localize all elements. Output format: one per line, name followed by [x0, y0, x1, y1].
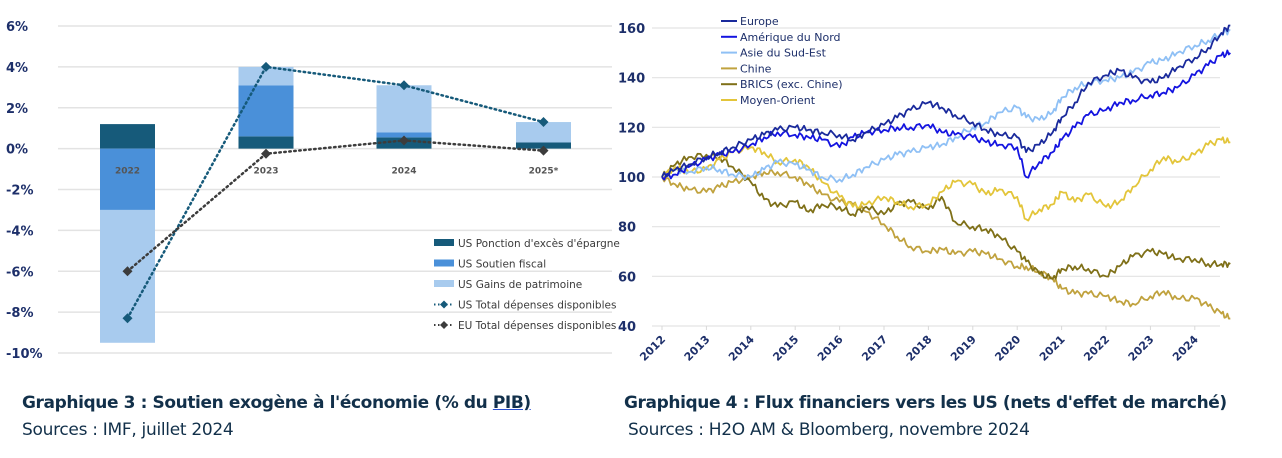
x-tick-label: 2018: [904, 333, 935, 364]
chart-soutien-exogene: 6%4%2%0%-2%-4%-6%-8%-10% 2022 2023 2024 202…: [6, 20, 620, 362]
series-line: [661, 136, 1231, 222]
chart4-source: Sources : H2O AM & Bloomberg, novembre 2…: [628, 420, 1030, 440]
bar-segment: [238, 66, 294, 86]
x-tick-label: 2015: [770, 333, 801, 364]
series-lines: [661, 24, 1231, 320]
bar-segment: [100, 148, 155, 210]
y-tick-label: 60: [618, 270, 636, 285]
x-tick-label: 2019: [948, 333, 979, 364]
y-axis-ticks: 6% 4% 2% 0% -2% -4% -6% -8% -10%: [6, 20, 43, 362]
y-tick-label: 80: [618, 221, 636, 236]
x-tick-label: 2016: [815, 333, 846, 364]
legend-marker: [440, 321, 448, 329]
y-tick-label: 140: [618, 72, 645, 87]
bar-segment: [516, 142, 571, 149]
grid-lines: [652, 27, 1220, 327]
diamond-marker: [399, 80, 409, 91]
bar-segment: [238, 136, 294, 149]
x-axis-label: 2024: [391, 167, 416, 177]
x-tick-label: 2024: [1170, 333, 1201, 364]
diamond-marker: [538, 145, 549, 156]
x-axis-label: 2025*: [529, 167, 559, 177]
y-tick-label: 40: [618, 320, 636, 335]
legend-swatch: [434, 259, 454, 267]
legend: Europe Amérique du Nord Asie du Sud-Est Chi…: [721, 15, 843, 107]
x-axis-label: 2023: [253, 167, 278, 177]
total-lines: [122, 61, 549, 324]
y-axis-ticks: 160 140 120 100 80 60 40: [618, 22, 645, 335]
legend-swatch: [434, 239, 454, 246]
legend-swatch: [434, 280, 454, 287]
diamond-marker: [261, 61, 271, 72]
y-tick-label: -4%: [6, 224, 33, 239]
series-line: [126, 65, 545, 320]
y-tick-label: 160: [618, 22, 645, 37]
bar-segment: [376, 85, 432, 133]
chart4-title: Graphique 4 : Flux financiers vers les U…: [624, 393, 1227, 413]
x-tick-label: 2020: [992, 333, 1023, 364]
series-line: [661, 24, 1231, 178]
y-tick-label: 4%: [6, 61, 28, 76]
y-tick-label: -10%: [6, 347, 43, 362]
x-tick-label: 2022: [1081, 333, 1112, 364]
legend-label: BRICS (exc. Chine): [740, 78, 843, 91]
diamond-marker: [122, 266, 133, 277]
y-tick-label: 0%: [6, 143, 28, 158]
y-tick-label: 120: [618, 121, 645, 136]
legend-marker: [440, 300, 448, 309]
bar-segment: [238, 85, 294, 137]
legend-label: Moyen-Orient: [740, 94, 816, 107]
legend-label: US Soutien fiscal: [458, 259, 546, 271]
chart3-title: Graphique 3 : Soutien exogène à l'économ…: [22, 393, 531, 413]
x-tick-label: 2013: [682, 333, 713, 364]
legend-label: US Gains de patrimoine: [458, 279, 582, 291]
diamond-marker: [399, 135, 409, 146]
series-line: [661, 28, 1231, 184]
x-axis-ticks: 2012 2013 2014 2015 2016 2017 2018 2019 2020 2021…: [637, 326, 1201, 364]
y-tick-label: -8%: [6, 306, 33, 321]
y-tick-label: 2%: [6, 102, 28, 117]
legend-label: Amérique du Nord: [740, 31, 841, 44]
series-line: [661, 151, 1231, 280]
x-axis-label: 2022: [115, 167, 140, 177]
bar-segment: [100, 124, 155, 149]
x-tick-label: 2012: [637, 333, 668, 364]
x-tick-label: 2014: [726, 333, 757, 364]
legend-label: US Total dépenses disponibles: [458, 300, 616, 312]
legend: US Ponction d'excès d'épargne US Soutien …: [434, 238, 620, 332]
legend-label: Europe: [740, 15, 779, 28]
series-line: [661, 168, 1231, 320]
legend-label: Chine: [740, 62, 772, 75]
chart3-source: Sources : IMF, juillet 2024: [22, 420, 234, 440]
diamond-marker: [261, 148, 271, 159]
x-tick-label: 2023: [1126, 333, 1157, 364]
x-axis-labels: 2022 2023 2024 2025*: [115, 167, 559, 177]
y-tick-label: 6%: [6, 20, 28, 35]
y-tick-label: -6%: [6, 265, 33, 280]
y-tick-label: -2%: [6, 184, 33, 199]
x-tick-label: 2021: [1037, 333, 1068, 364]
legend-label: US Ponction d'excès d'épargne: [458, 238, 620, 250]
bar-segment: [516, 122, 571, 143]
diamond-marker: [538, 117, 549, 128]
x-tick-label: 2017: [859, 333, 890, 364]
bar-segment: [376, 132, 432, 138]
pib-link[interactable]: PIB): [492, 393, 531, 413]
legend-label: EU Total dépenses disponibles: [458, 320, 616, 332]
y-tick-label: 100: [618, 171, 645, 186]
diamond-marker: [122, 313, 133, 324]
legend-label: Asie du Sud-Est: [740, 47, 827, 60]
series-line: [126, 139, 545, 273]
chart3-title-text: Graphique 3 : Soutien exogène à l'économ…: [22, 393, 493, 413]
